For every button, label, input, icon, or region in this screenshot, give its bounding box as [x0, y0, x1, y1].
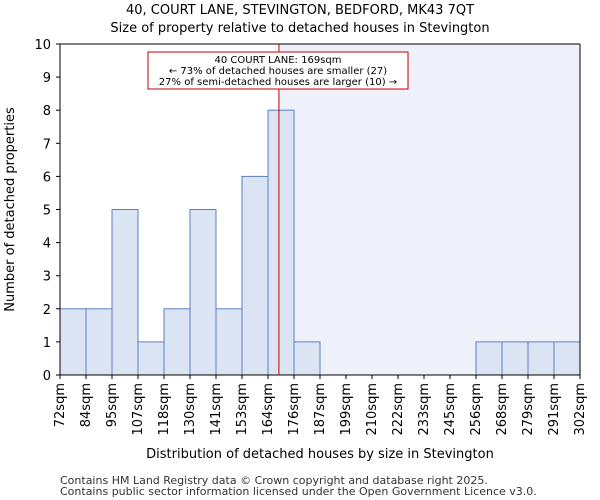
y-tick-label: 2 — [43, 303, 51, 318]
x-tick-label: 245sqm — [443, 383, 458, 436]
highlight-region — [278, 44, 580, 375]
x-tick-label: 187sqm — [313, 383, 328, 436]
footer-copyright: Contains HM Land Registry data © Crown c… — [60, 474, 488, 487]
x-tick-label: 72sqm — [53, 383, 68, 427]
bar — [527, 341, 555, 376]
bar — [111, 209, 139, 376]
y-axis-label: Number of detached properties — [3, 107, 18, 312]
y-tick-label: 1 — [43, 336, 51, 351]
y-tick-label: 9 — [43, 71, 51, 86]
x-tick-label: 279sqm — [521, 383, 536, 436]
bar — [501, 341, 529, 376]
x-axis-label: Distribution of detached houses by size … — [146, 447, 494, 462]
x-tick-label: 210sqm — [365, 383, 380, 436]
x-tick-label: 291sqm — [547, 383, 562, 436]
x-tick-label: 233sqm — [417, 383, 432, 436]
annotation-line: ← 73% of detached houses are smaller (27… — [169, 66, 387, 77]
bar — [241, 175, 269, 376]
x-tick-label: 130sqm — [183, 383, 198, 436]
x-tick-label: 118sqm — [157, 383, 172, 436]
x-tick-label: 302sqm — [573, 383, 588, 436]
y-tick-label: 7 — [43, 137, 51, 152]
bar — [267, 109, 295, 376]
bar — [189, 209, 217, 376]
bar — [293, 341, 321, 376]
annotation-box — [147, 51, 409, 90]
x-tick-label: 164sqm — [261, 383, 276, 436]
y-tick-label: 8 — [43, 104, 51, 119]
y-tick-label: 4 — [43, 237, 51, 252]
x-tick-label: 222sqm — [391, 383, 406, 436]
x-tick-label: 268sqm — [495, 383, 510, 436]
bar — [215, 308, 243, 376]
bar — [163, 308, 191, 376]
bar — [553, 341, 581, 376]
chart-title: 40, COURT LANE, STEVINGTON, BEDFORD, MK4… — [125, 3, 475, 18]
y-tick-label: 10 — [34, 38, 51, 53]
y-tick-label: 6 — [43, 170, 51, 185]
bar — [475, 341, 503, 376]
chart-subtitle: Size of property relative to detached ho… — [110, 21, 490, 36]
x-tick-label: 107sqm — [131, 383, 146, 436]
bar — [59, 308, 87, 376]
x-tick-label: 256sqm — [469, 383, 484, 436]
x-tick-label: 176sqm — [287, 383, 302, 436]
y-tick-label: 0 — [43, 369, 51, 384]
footer-licence: Contains public sector information licen… — [60, 485, 537, 498]
y-tick-label: 3 — [43, 270, 51, 285]
annotation-line: 27% of semi-detached houses are larger (… — [159, 77, 397, 88]
x-tick-label: 84sqm — [79, 383, 94, 427]
annotation-line: 40 COURT LANE: 169sqm — [215, 55, 342, 66]
x-tick-label: 95sqm — [105, 383, 120, 427]
x-tick-label: 199sqm — [339, 383, 354, 436]
x-tick-label: 153sqm — [235, 383, 250, 436]
y-tick-label: 5 — [43, 204, 51, 219]
bar — [85, 308, 113, 376]
x-tick-label: 141sqm — [209, 383, 224, 436]
bar — [137, 341, 165, 376]
